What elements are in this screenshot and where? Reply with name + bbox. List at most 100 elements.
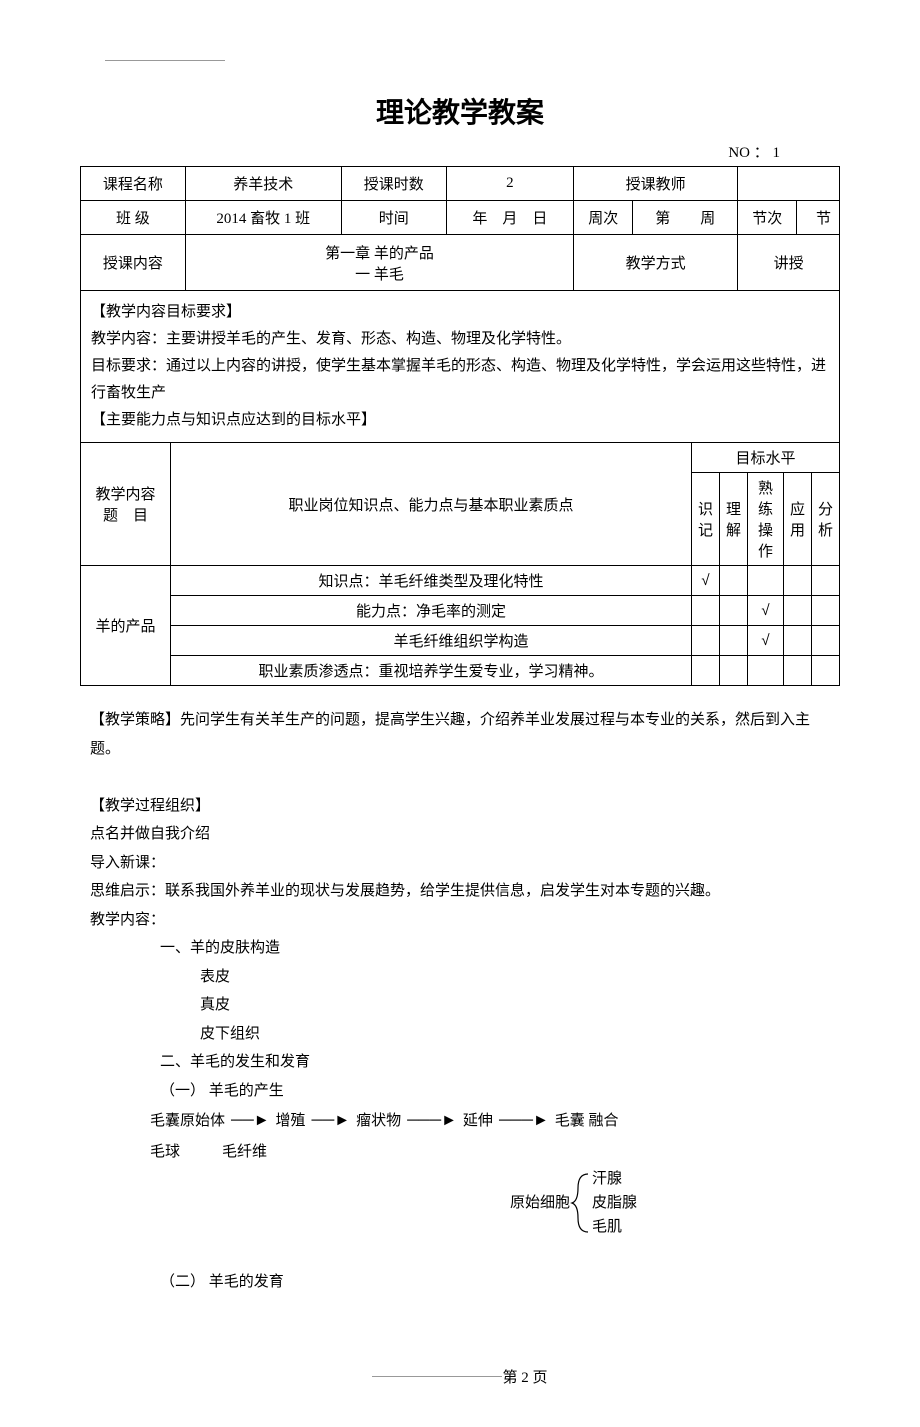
section-2: 二、羊毛的发生和发育 (90, 1048, 830, 1077)
body-content: 【教学策略】先问学生有关羊生产的问题，提高学生兴趣，介绍养羊业发展过程与本专业的… (80, 686, 840, 1306)
branch-2: 毛肌 (592, 1215, 637, 1239)
matrix-row-3-check-3 (784, 656, 812, 686)
matrix-row-2-text: 羊毛纤维组织学构造 (171, 626, 692, 656)
objectives-line2: 目标要求：通过以上内容的讲授，使学生基本掌握羊毛的形态、构造、物理及化学特性，学… (91, 353, 829, 407)
matrix-col1b: 题 目 (85, 504, 166, 525)
brace-icon (570, 1172, 592, 1234)
course-value: 养羊技术 (185, 167, 341, 201)
page-footer: 第 2 页 (80, 1366, 840, 1387)
flow-n5: 毛囊 融合 (555, 1106, 619, 1136)
matrix-row-1-text: 能力点：净毛率的测定 (171, 596, 692, 626)
content-value: 第一章 羊的产品 一 羊毛 (185, 235, 573, 291)
matrix-row-1-check-2: √ (748, 596, 784, 626)
matrix-topic: 羊的产品 (81, 566, 171, 686)
level-4-text: 分析 (816, 498, 835, 540)
course-label: 课程名称 (81, 167, 186, 201)
objectives-line3: 【主要能力点与知识点应达到的目标水平】 (91, 407, 829, 434)
doc-number: NO ： 1 (80, 141, 840, 162)
matrix-row-0-check-4 (812, 566, 840, 596)
process-l1: 点名并做自我介绍 (90, 820, 830, 849)
section-2b: （二） 羊毛的发育 (90, 1268, 830, 1297)
section-label: 节次 (738, 201, 797, 235)
matrix-row-3-check-1 (720, 656, 748, 686)
strategy-text: 先问学生有关羊生产的问题，提高学生兴趣，介绍养羊业发展过程与本专业的关系，然后到… (90, 712, 810, 757)
arrow-icon: ──► (312, 1105, 351, 1137)
matrix-col1a: 教学内容 (85, 483, 166, 504)
matrix-row-2-check-3 (784, 626, 812, 656)
flow-n2: 增殖 (276, 1106, 306, 1136)
page-title: 理论教学教案 (80, 91, 840, 131)
level-1-text: 理解 (724, 498, 743, 540)
arrow-icon: ───► (407, 1105, 457, 1137)
strategy-heading: 【教学策略】 (90, 712, 180, 728)
process-l3: 思维启示：联系我国外养羊业的现状与发展趋势，给学生提供信息，启发学生对本专题的兴… (90, 877, 830, 906)
arrow-icon: ───► (499, 1105, 549, 1137)
section-1a: 表皮 (90, 963, 830, 992)
strategy-block: 【教学策略】先问学生有关羊生产的问题，提高学生兴趣，介绍养羊业发展过程与本专业的… (90, 706, 830, 763)
branch-items: 汗腺 皮脂腺 毛肌 (592, 1167, 637, 1239)
header-table: 课程名称 养羊技术 授课时数 2 授课教师 班 级 2014 畜牧 1 班 时间… (80, 166, 840, 291)
no-value: 1 (773, 145, 781, 161)
matrix-row-3-check-2 (748, 656, 784, 686)
flow-n4: 延伸 (463, 1106, 493, 1136)
section-value: 节 (797, 201, 840, 235)
matrix-row-0-check-0: √ (692, 566, 720, 596)
content-line1: 第一章 羊的产品 (190, 242, 569, 263)
process-l4: 教学内容： (90, 906, 830, 935)
matrix-row-0-check-2 (748, 566, 784, 596)
matrix-header-row-1: 教学内容 题 目 职业岗位知识点、能力点与基本职业素质点 目标水平 (81, 443, 840, 473)
matrix-row-1: 能力点：净毛率的测定 √ (81, 596, 840, 626)
matrix-row-3-check-4 (812, 656, 840, 686)
flow-line-2: 毛球 毛纤维 (90, 1137, 830, 1167)
teacher-value (738, 167, 840, 201)
matrix-row-2-check-4 (812, 626, 840, 656)
matrix-row-0: 羊的产品 知识点：羊毛纤维类型及理化特性 √ (81, 566, 840, 596)
matrix-row-0-text: 知识点：羊毛纤维类型及理化特性 (171, 566, 692, 596)
skills-matrix: 教学内容 题 目 职业岗位知识点、能力点与基本职业素质点 目标水平 识记 理解 … (80, 442, 840, 686)
objectives-line1: 教学内容：主要讲授羊毛的产生、发育、形态、构造、物理及化学特性。 (91, 326, 829, 353)
footer-text: 第 2 页 (502, 1366, 547, 1387)
level-2-text: 熟练操作 (752, 477, 779, 561)
hours-label: 授课时数 (341, 167, 446, 201)
flow2-b: 毛纤维 (222, 1137, 267, 1167)
branch-1: 皮脂腺 (592, 1191, 637, 1215)
matrix-row-2: 羊毛纤维组织学构造 √ (81, 626, 840, 656)
week-value: 第 周 (633, 201, 738, 235)
teacher-label: 授课教师 (574, 167, 738, 201)
matrix-row-1-check-3 (784, 596, 812, 626)
flow-n1: 毛囊原始体 (150, 1106, 225, 1136)
class-value: 2014 畜牧 1 班 (185, 201, 341, 235)
content-line2: 一 羊毛 (190, 263, 569, 284)
matrix-row-2-check-1 (720, 626, 748, 656)
top-rule (105, 60, 225, 61)
flow2-a: 毛球 (150, 1137, 180, 1167)
process-heading: 【教学过程组织】 (90, 792, 830, 821)
matrix-col1: 教学内容 题 目 (81, 443, 171, 566)
matrix-col2: 职业岗位知识点、能力点与基本职业素质点 (171, 443, 692, 566)
flow-diagram: 毛囊原始体 ──► 增殖 ──► 瘤状物 ───► 延伸 ───► 毛囊 融合 (90, 1105, 830, 1137)
arrow-icon: ──► (231, 1105, 270, 1137)
level-1: 理解 (720, 473, 748, 566)
matrix-row-2-check-2: √ (748, 626, 784, 656)
objectives-heading: 【教学内容目标要求】 (91, 299, 829, 326)
level-3: 应用 (784, 473, 812, 566)
process-l2: 导入新课： (90, 849, 830, 878)
matrix-row-0-check-1 (720, 566, 748, 596)
branch-0: 汗腺 (592, 1167, 637, 1191)
section-2a: （一） 羊毛的产生 (90, 1077, 830, 1106)
level-2: 熟练操作 (748, 473, 784, 566)
matrix-row-3-text: 职业素质渗透点：重视培养学生爱专业，学习精神。 (171, 656, 692, 686)
matrix-row-2-check-0 (692, 626, 720, 656)
header-row-2: 班 级 2014 畜牧 1 班 时间 年 月 日 周次 第 周 节次 节 (81, 201, 840, 235)
level-0: 识记 (692, 473, 720, 566)
matrix-row-3: 职业素质渗透点：重视培养学生爱专业，学习精神。 (81, 656, 840, 686)
method-value: 讲授 (738, 235, 840, 291)
method-label: 教学方式 (574, 235, 738, 291)
week-label: 周次 (574, 201, 633, 235)
hours-value: 2 (446, 167, 574, 201)
time-value: 年 月 日 (446, 201, 574, 235)
content-label: 授课内容 (81, 235, 186, 291)
class-label: 班 级 (81, 201, 186, 235)
section-1c: 皮下组织 (90, 1020, 830, 1049)
level-0-text: 识记 (696, 498, 715, 540)
